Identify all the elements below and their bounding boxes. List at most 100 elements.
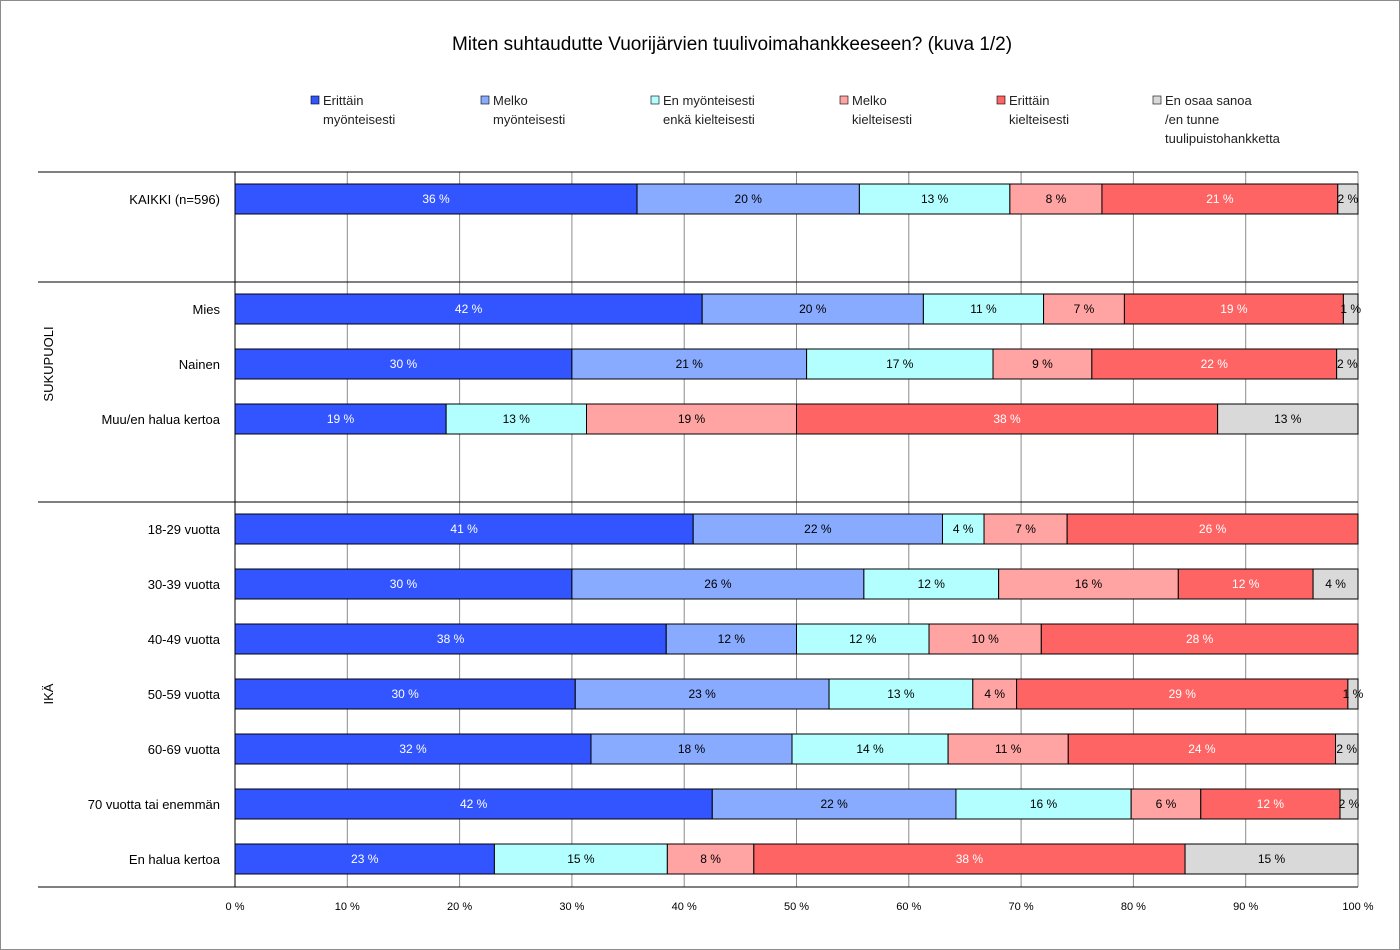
x-tick-label: 60 % bbox=[896, 901, 921, 913]
bar-segment-melko_kielteisesti bbox=[1009, 183, 1103, 215]
bar-segment-en_myonteisesti bbox=[941, 513, 985, 545]
data-label: 7 % bbox=[1074, 302, 1095, 316]
data-label: 20 % bbox=[799, 302, 827, 316]
data-label: 7 % bbox=[1015, 522, 1036, 536]
data-label: 16 % bbox=[1075, 577, 1103, 591]
x-tick-label: 0 % bbox=[226, 901, 245, 913]
bar-segment-melko_myonteisesti bbox=[711, 788, 957, 820]
bar-segment-melko_kielteisesti bbox=[972, 678, 1018, 710]
data-label: 17 % bbox=[886, 357, 914, 371]
bar-segment-melko_myonteisesti bbox=[571, 568, 865, 600]
bar-segment-erittain_kielteisesti bbox=[1067, 733, 1337, 765]
bar-segment-erittain_kielteisesti bbox=[1066, 513, 1359, 545]
data-label: 15 % bbox=[1258, 852, 1286, 866]
bar-segment-melko_kielteisesti bbox=[983, 513, 1068, 545]
data-label: 38 % bbox=[437, 632, 465, 646]
group-label: SUKUPUOLI bbox=[41, 326, 56, 401]
bar-segment-melko_kielteisesti bbox=[928, 623, 1042, 655]
data-label: 1 % bbox=[1340, 302, 1361, 316]
bar-row-60-69-vuotta: 32 % 18 % 14 % 11 % 24 % 2 % bbox=[234, 733, 1359, 765]
legend-label: enkä kielteisesti bbox=[663, 112, 755, 127]
data-label: 41 % bbox=[450, 522, 478, 536]
data-label: 30 % bbox=[390, 357, 418, 371]
x-tick-label: 50 % bbox=[784, 901, 809, 913]
data-label: 23 % bbox=[351, 852, 379, 866]
data-label: 12 % bbox=[1257, 797, 1285, 811]
row-label: 50-59 vuotta bbox=[148, 687, 221, 702]
bar-segment-erittain_kielteisesti bbox=[796, 403, 1219, 435]
bar-segment-melko_myonteisesti bbox=[574, 678, 830, 710]
bar-segment-en_myonteisesti bbox=[791, 733, 949, 765]
bar-segment-erittain_kielteisesti bbox=[753, 843, 1186, 875]
data-label: 8 % bbox=[700, 852, 721, 866]
data-label: 19 % bbox=[678, 412, 706, 426]
row-label: KAIKKI (n=596) bbox=[129, 192, 220, 207]
data-label: 8 % bbox=[1046, 192, 1067, 206]
data-label: 6 % bbox=[1156, 797, 1177, 811]
bar-segment-melko_kielteisesti bbox=[992, 348, 1093, 380]
row-label: 40-49 vuotta bbox=[148, 632, 221, 647]
bar-row-en-halua-kertoa: 23 % 15 % 8 % 38 % 15 % bbox=[234, 843, 1359, 875]
data-label: 22 % bbox=[804, 522, 832, 536]
legend-swatch bbox=[839, 95, 849, 105]
data-label: 15 % bbox=[567, 852, 595, 866]
bar-segment-melko_myonteisesti bbox=[665, 623, 797, 655]
bar-segment-en_osaa bbox=[1184, 843, 1359, 875]
data-label: 22 % bbox=[1201, 357, 1229, 371]
data-label: 12 % bbox=[849, 632, 877, 646]
legend-label: kielteisesti bbox=[1009, 112, 1069, 127]
bar-row-kaikki-n-596: 36 % 20 % 13 % 8 % 21 % 2 % bbox=[234, 183, 1359, 215]
data-label: 13 % bbox=[887, 687, 915, 701]
bar-segment-erittain_myonteisesti bbox=[234, 843, 495, 875]
legend-item-erittain_myonteisesti: Erittäin myönteisesti bbox=[310, 93, 395, 127]
data-label: 1 % bbox=[1343, 687, 1364, 701]
x-axis: 0 % 10 % 20 % 30 % 40 % 50 % 60 % 70 % 80 % 90 % 1… bbox=[226, 901, 1374, 913]
data-label: 30 % bbox=[390, 577, 418, 591]
data-label: 42 % bbox=[460, 797, 488, 811]
data-label: 24 % bbox=[1188, 742, 1216, 756]
bar-segment-en_osaa bbox=[1335, 733, 1359, 765]
bar-segment-en_osaa bbox=[1312, 568, 1359, 600]
data-label: 12 % bbox=[918, 577, 946, 591]
data-label: 11 % bbox=[995, 742, 1022, 756]
x-tick-label: 20 % bbox=[447, 901, 472, 913]
bar-segment-erittain_myonteisesti bbox=[234, 183, 638, 215]
legend-item-erittain_kielteisesti: Erittäin kielteisesti bbox=[996, 93, 1069, 127]
data-label: 4 % bbox=[984, 687, 1005, 701]
data-label: 4 % bbox=[1325, 577, 1346, 591]
bar-row-50-59-vuotta: 30 % 23 % 13 % 4 % 29 % 1 % bbox=[234, 678, 1364, 710]
data-label: 21 % bbox=[676, 357, 704, 371]
bar-segment-en_osaa bbox=[1217, 403, 1359, 435]
bar-segment-erittain_myonteisesti bbox=[234, 788, 713, 820]
bars: 36 % 20 % 13 % 8 % 21 % 2 % 42 % 20 % 11 % 7 % 19 … bbox=[234, 183, 1364, 875]
data-label: 32 % bbox=[399, 742, 427, 756]
bar-segment-erittain_myonteisesti bbox=[234, 568, 573, 600]
bar-segment-erittain_myonteisesti bbox=[234, 293, 703, 325]
legend-swatch bbox=[480, 95, 490, 105]
bar-segment-erittain_kielteisesti bbox=[1040, 623, 1359, 655]
bar-segment-en_myonteisesti bbox=[806, 348, 994, 380]
data-label: 12 % bbox=[1232, 577, 1260, 591]
legend-label: Erittäin bbox=[1009, 93, 1049, 108]
row-label: 18-29 vuotta bbox=[148, 522, 221, 537]
data-label: 29 % bbox=[1169, 687, 1197, 701]
bar-segment-en_myonteisesti bbox=[922, 293, 1045, 325]
data-label: 22 % bbox=[820, 797, 848, 811]
legend-item-melko_kielteisesti: Melko kielteisesti bbox=[839, 93, 912, 127]
bar-segment-erittain_kielteisesti bbox=[1177, 568, 1314, 600]
legend-label: myönteisesti bbox=[323, 112, 395, 127]
row-labels: KAIKKI (n=596) Mies Nainen Muu/en halua ker… bbox=[88, 192, 221, 867]
bar-segment-erittain_kielteisesti bbox=[1101, 183, 1339, 215]
data-label: 4 % bbox=[953, 522, 974, 536]
x-tick-label: 70 % bbox=[1009, 901, 1034, 913]
data-label: 38 % bbox=[956, 852, 984, 866]
bar-row-muu-en-halua-kertoa: 19 % 13 % 19 % 38 % 13 % bbox=[234, 403, 1359, 435]
legend-label: En myönteisesti bbox=[663, 93, 755, 108]
bar-segment-en_myonteisesti bbox=[863, 568, 1000, 600]
data-label: 30 % bbox=[391, 687, 419, 701]
data-label: 26 % bbox=[1199, 522, 1227, 536]
data-label: 10 % bbox=[971, 632, 999, 646]
bar-segment-en_osaa bbox=[1339, 788, 1359, 820]
data-label: 18 % bbox=[678, 742, 706, 756]
